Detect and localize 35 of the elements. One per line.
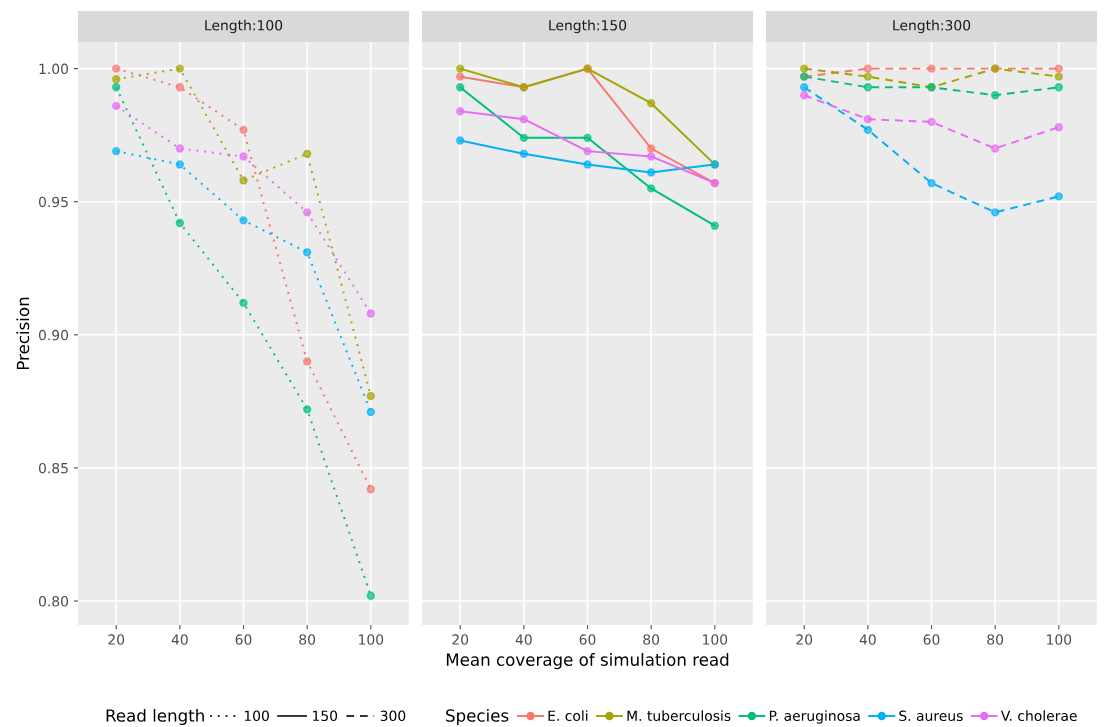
category-label: 150	[313, 710, 338, 722]
chart-title: Length:300	[893, 19, 971, 34]
x-tick-label: 60	[579, 634, 596, 645]
x-tick-label: 100	[359, 634, 384, 645]
x-tick-label: 80	[643, 634, 660, 645]
legend-title: Species	[446, 708, 509, 726]
y-axis-title: Precision	[16, 297, 30, 370]
x-tick-label: 20	[108, 634, 125, 645]
category-label: 100	[244, 710, 269, 722]
chart-title: Length:100	[205, 19, 283, 34]
x-tick-label: 40	[859, 634, 876, 645]
x-tick-label: 60	[235, 634, 252, 645]
x-tick-label: 100	[1047, 634, 1072, 645]
y-tick-label: 0.95	[38, 196, 68, 208]
x-tick-label: 40	[171, 634, 188, 645]
x-tick-label: 40	[515, 634, 532, 645]
y-tick-label: 1.00	[39, 63, 69, 75]
legend-label: P. aeruginosa	[769, 710, 860, 724]
category-label: 300	[380, 710, 406, 722]
x-tick-label: 20	[452, 634, 469, 645]
legend-label: M. tuberculosis	[627, 710, 731, 722]
x-axis-title: Mean coverage of simulation read	[446, 653, 729, 670]
x-tick-label: 60	[923, 634, 940, 645]
legend-title: Read length	[106, 708, 204, 726]
x-tick-label: 100	[703, 634, 728, 645]
chart-title: Length:150	[549, 19, 627, 34]
x-tick-label: 80	[987, 634, 1004, 645]
legend-label: V. cholerae	[1000, 710, 1077, 722]
y-tick-label: 0.90	[38, 329, 69, 341]
legend-label: E. coli	[548, 710, 588, 722]
legend-label: S. aureus	[899, 710, 963, 722]
x-tick-label: 20	[796, 634, 813, 645]
y-tick-label: 0.80	[38, 596, 69, 607]
y-tick-label: 0.85	[38, 462, 68, 474]
x-tick-label: 80	[299, 634, 316, 645]
